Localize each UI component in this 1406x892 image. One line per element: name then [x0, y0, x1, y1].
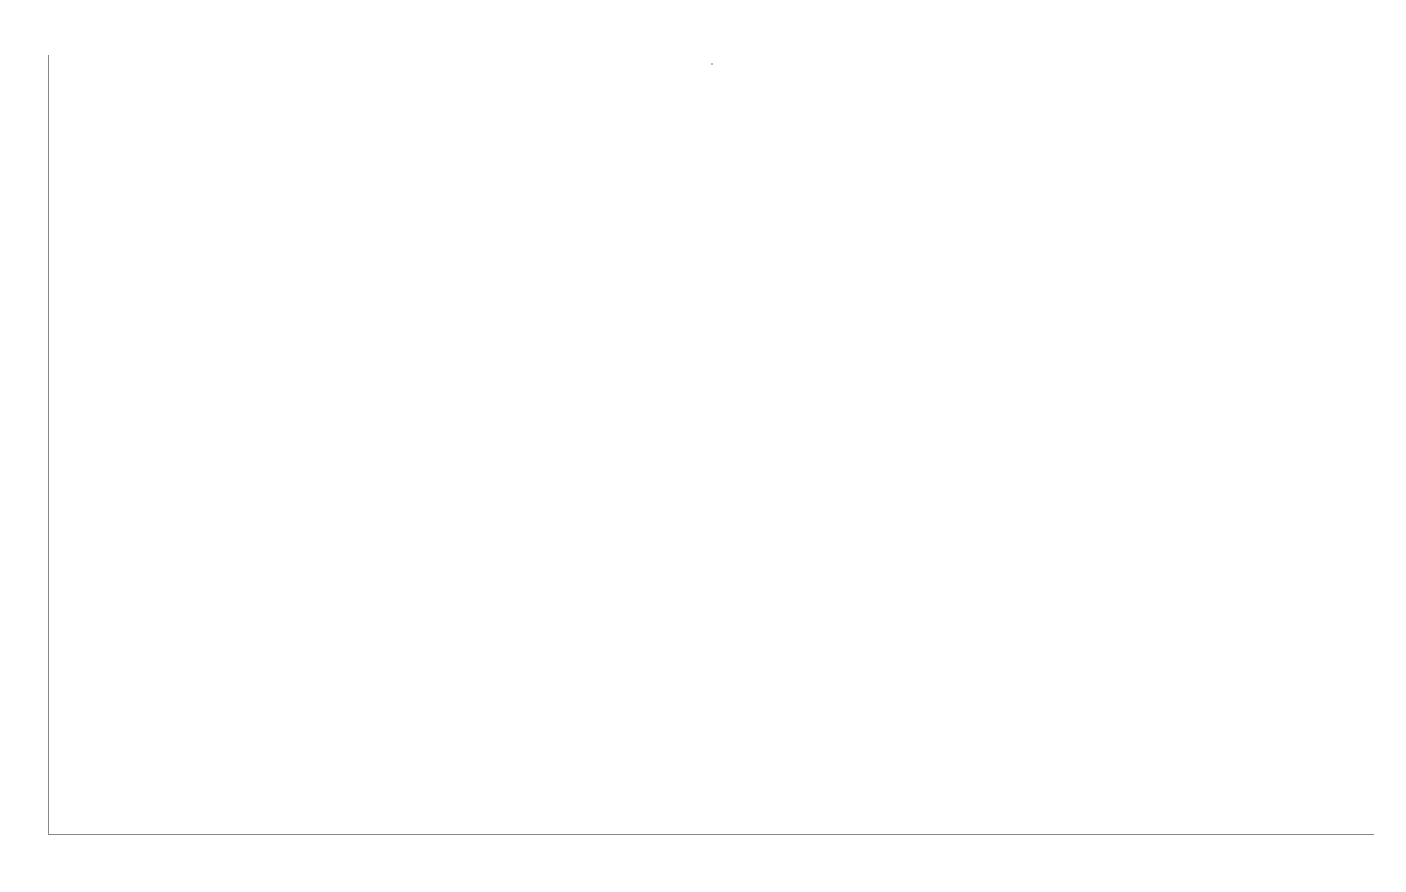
chart-container [0, 0, 1406, 892]
plot-area [48, 55, 1374, 835]
scatter-svg [49, 55, 1374, 834]
correlation-legend [711, 63, 713, 65]
